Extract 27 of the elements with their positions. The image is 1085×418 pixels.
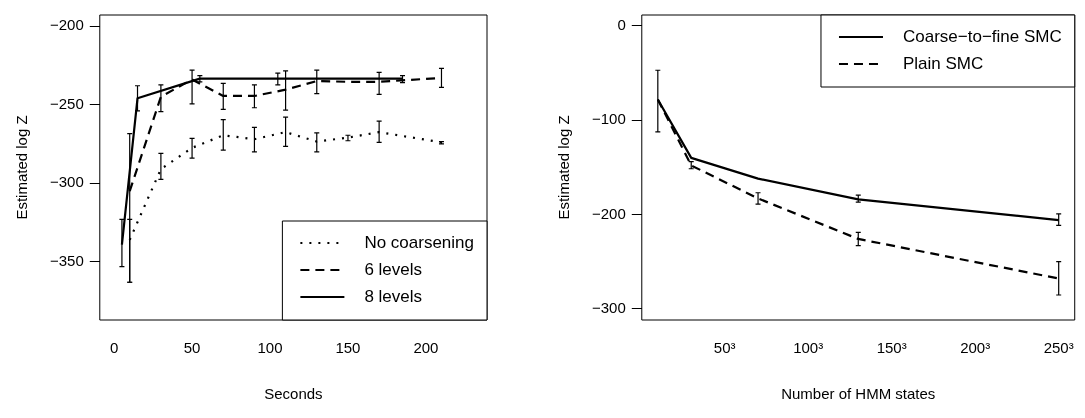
x-tick-label: 200 (413, 339, 439, 357)
y-axis-title: Estimated log Z (555, 115, 573, 220)
legend-label: 6 levels (364, 259, 423, 279)
legend-label: Coarse−to−fine SMC (902, 26, 1062, 46)
x-tick-label: 100³ (793, 339, 824, 357)
x-tick-label: 150³ (876, 339, 907, 357)
y-tick-label: 0 (617, 16, 626, 34)
y-axis-title: Estimated log Z (13, 115, 31, 220)
y-tick-label: −300 (591, 298, 626, 316)
x-tick-label: 150 (335, 339, 361, 357)
x-axis-title: Number of HMM states (781, 385, 936, 403)
x-tick-label: 100 (257, 339, 283, 357)
x-tick-label: 50³ (713, 339, 736, 357)
x-tick-label: 0 (109, 339, 119, 357)
legend-label: 8 levels (364, 286, 423, 306)
legend-label: No coarsening (364, 232, 474, 252)
y-tick-label: −300 (49, 173, 84, 191)
y-tick-label: −100 (591, 110, 626, 128)
y-tick-label: −350 (49, 251, 84, 269)
legend-label: Plain SMC (902, 53, 984, 73)
x-axis-title: Seconds (264, 385, 323, 403)
x-tick-label: 200³ (960, 339, 991, 357)
x-tick-label: 250³ (1043, 339, 1074, 357)
y-tick-label: −200 (591, 204, 626, 222)
x-tick-label: 50 (183, 339, 201, 357)
y-tick-label: −200 (49, 16, 84, 34)
y-tick-label: −250 (49, 94, 84, 112)
